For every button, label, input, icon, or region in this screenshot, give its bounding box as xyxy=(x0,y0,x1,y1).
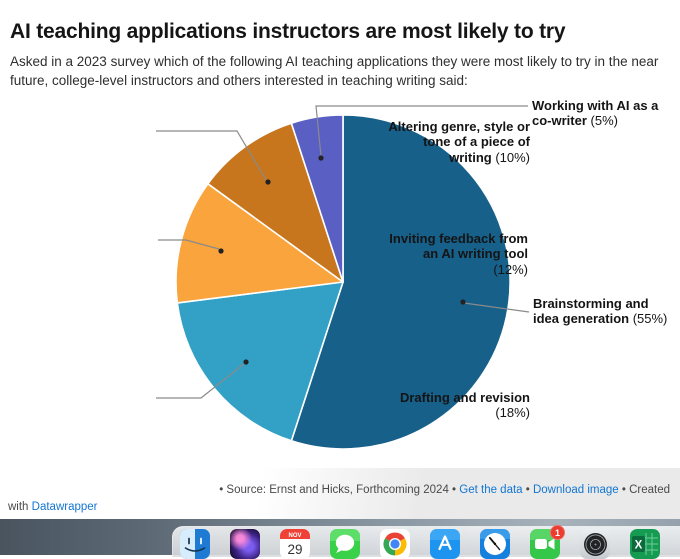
footer-band xyxy=(0,468,680,520)
pie-label-percent: (55%) xyxy=(632,311,668,327)
finder-icon[interactable] xyxy=(180,529,210,559)
siri-icon[interactable] xyxy=(230,529,260,559)
pie-label: Inviting feedback from an AI writing tool… xyxy=(389,231,528,277)
separator: • xyxy=(522,484,533,496)
chart-subtitle: Asked in a 2023 survey which of the foll… xyxy=(10,53,659,88)
app-store-icon[interactable] xyxy=(430,529,460,559)
leader-dot xyxy=(243,359,249,365)
pie-label-line: Drafting and revision xyxy=(399,390,530,405)
svg-text:X: X xyxy=(635,540,643,552)
pie-label-line: co-writer (5%) xyxy=(532,113,618,129)
calendar-icon[interactable]: NOV 29 xyxy=(280,529,310,559)
chrome-icon[interactable] xyxy=(380,529,410,559)
pie-label: Drafting and revision (18%) xyxy=(400,390,530,421)
pie-label-percent: (5%) xyxy=(590,113,618,129)
leader-line xyxy=(463,302,530,313)
pie-label-line: Working with AI as a xyxy=(532,98,659,113)
svg-text:NOV: NOV xyxy=(288,533,301,539)
svg-text:29: 29 xyxy=(287,542,302,557)
leader-line xyxy=(156,130,267,181)
pie-label-line: Altering genre, style or xyxy=(388,119,530,134)
leader-dot xyxy=(265,179,271,185)
leader-line xyxy=(315,105,528,157)
pie-slice-1[interactable] xyxy=(290,114,511,450)
facetime-icon[interactable]: 1 xyxy=(530,525,565,559)
dock-icons: NOV 29 xyxy=(180,525,680,559)
get-the-data-link[interactable]: Get the data xyxy=(459,484,523,496)
pie-chart xyxy=(156,105,530,450)
facetime-notification-badge: 1 xyxy=(550,525,565,540)
pie-label-line: tone of a piece of xyxy=(423,134,530,150)
leader-line xyxy=(156,362,246,399)
pie-label-percent: (10%) xyxy=(495,149,530,165)
excel-icon[interactable]: X xyxy=(630,529,660,559)
with-text: with xyxy=(8,501,32,513)
pie-label: Brainstorming and idea generation (55%) xyxy=(533,296,667,327)
clock-icon[interactable] xyxy=(480,529,510,559)
page-title: AI teaching applications instructors are… xyxy=(10,20,566,44)
created-text: • Created xyxy=(618,484,670,496)
pie-label-percent: (18%) xyxy=(495,405,530,421)
pie-label-line: idea generation (55%) xyxy=(533,311,668,327)
system-settings-icon[interactable] xyxy=(580,529,610,559)
footer-attribution-line: with Datawrapper xyxy=(8,501,98,513)
pie-label-percent: (12%) xyxy=(493,261,528,277)
download-image-link[interactable]: Download image xyxy=(532,484,619,496)
pie-slice-4[interactable] xyxy=(207,122,344,283)
pie-label-line: writing (10%) xyxy=(449,149,530,165)
pie-label-line: (18%) xyxy=(400,405,530,420)
datawrapper-link[interactable]: Datawrapper xyxy=(31,501,98,513)
pie-label: Working with AI as a co-writer (5%) xyxy=(532,98,658,129)
leader-dot xyxy=(218,248,224,254)
pie-label-line: an AI writing tool xyxy=(423,246,528,262)
pie-label-line: (12%) xyxy=(389,262,528,277)
source-text: • Source: Ernst and Hicks, Forthcoming 2… xyxy=(219,484,460,496)
pie-label-line: Inviting feedback from xyxy=(389,231,528,246)
leader-line xyxy=(158,239,220,250)
pie-label: Altering genre, style or tone of a piece … xyxy=(388,119,530,165)
footer-source-line: • Source: Ernst and Hicks, Forthcoming 2… xyxy=(219,484,670,496)
leader-dot xyxy=(460,299,466,305)
pie-slice-2[interactable] xyxy=(176,281,344,442)
pie-label-line: Brainstorming and xyxy=(533,296,649,311)
messages-icon[interactable] xyxy=(330,529,360,559)
leader-dot xyxy=(318,155,324,161)
